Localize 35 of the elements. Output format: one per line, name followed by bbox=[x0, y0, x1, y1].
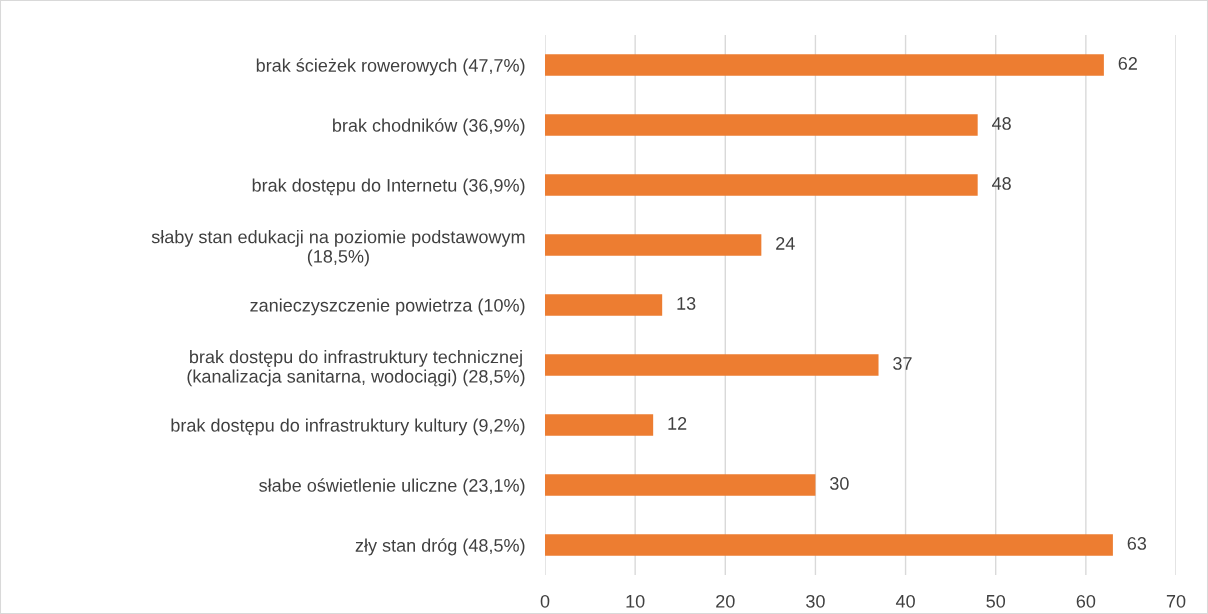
data-label: 48 bbox=[991, 177, 1011, 190]
y-tick-label: brak dostępu do Internetu (36,9%) bbox=[252, 178, 525, 196]
bar bbox=[545, 534, 1113, 556]
bar bbox=[545, 54, 1104, 76]
x-tick-label: 40 bbox=[895, 594, 915, 608]
data-label: 13 bbox=[677, 297, 696, 310]
bar bbox=[545, 474, 816, 496]
data-label: 63 bbox=[1127, 537, 1147, 550]
data-label: 12 bbox=[668, 417, 687, 430]
data-label: 30 bbox=[830, 477, 849, 490]
y-tick-label: słabe oświetlenie uliczne (23,1%) bbox=[259, 478, 525, 496]
bar bbox=[545, 414, 654, 436]
x-tick-label: 20 bbox=[716, 594, 735, 608]
x-tick-label: 30 bbox=[806, 594, 825, 608]
data-label: 37 bbox=[893, 357, 912, 370]
bar bbox=[545, 234, 762, 256]
bar bbox=[545, 294, 663, 316]
data-label: 62 bbox=[1118, 57, 1137, 70]
x-tick-label: 10 bbox=[626, 594, 645, 608]
y-tick-label: zły stan dróg (48,5%) bbox=[355, 538, 525, 556]
y-tick-label: brak ścieżek rowerowych (47,7%) bbox=[256, 58, 525, 76]
x-tick-label: 70 bbox=[1166, 594, 1186, 608]
bar bbox=[545, 354, 879, 376]
y-tick-label: brak dostępu do infrastruktury technicznej (kanalizacja sanitarna, wodociągi) (28,5%) bbox=[187, 350, 525, 387]
data-label: 48 bbox=[991, 117, 1011, 130]
y-tick-label: zanieczyszczenie powietrza (10%) bbox=[250, 298, 525, 316]
data-label: 24 bbox=[776, 237, 795, 250]
x-tick-label: 60 bbox=[1076, 594, 1096, 608]
bar bbox=[545, 174, 978, 196]
x-tick-label: 50 bbox=[986, 594, 1006, 608]
y-tick-label: słaby stan edukacji na poziomie podstawowym (18,5%) bbox=[151, 230, 525, 267]
y-tick-label: brak dostępu do infrastruktury kultury (9,2%) bbox=[171, 418, 525, 436]
y-tick-label: brak chodników (36,9%) bbox=[333, 118, 525, 136]
x-tick-label: 0 bbox=[540, 594, 550, 608]
bar bbox=[545, 114, 978, 136]
